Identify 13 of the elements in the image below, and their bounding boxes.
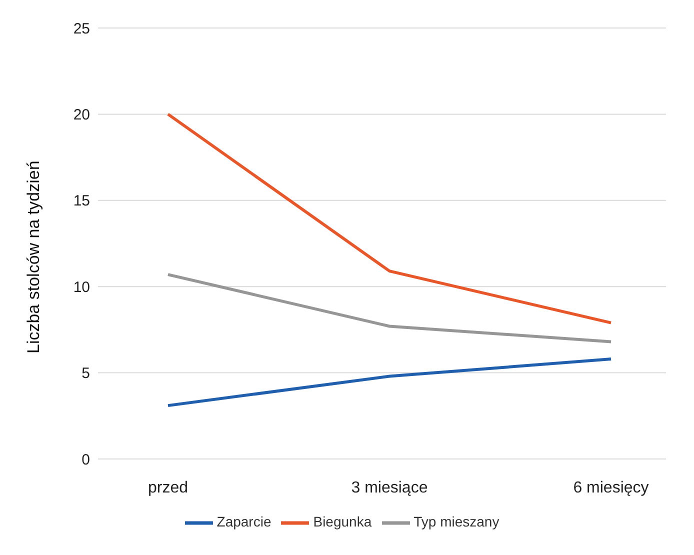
legend-label: Typ mieszany xyxy=(414,514,500,530)
y-tick-label: 0 xyxy=(82,451,90,468)
y-tick-label: 15 xyxy=(73,192,90,210)
y-tick-label: 20 xyxy=(73,106,90,124)
x-tick-label: 6 miesięcy xyxy=(573,479,649,496)
legend-label: Biegunka xyxy=(313,514,372,530)
x-tick-label: przed xyxy=(148,479,188,496)
y-axis-title: Liczba stolców na tydzień xyxy=(24,160,44,354)
legend-label: Zaparcie xyxy=(216,514,272,530)
y-tick-label: 25 xyxy=(73,20,90,38)
y-tick-label: 10 xyxy=(73,278,90,296)
y-tick-label: 5 xyxy=(82,365,90,382)
x-tick-label: 3 miesiące xyxy=(351,479,428,496)
